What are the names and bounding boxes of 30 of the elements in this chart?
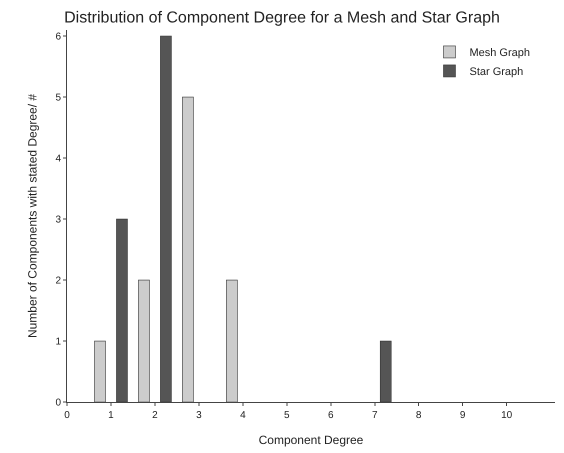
x-tick-label: 8 [416,410,422,421]
bar [94,340,106,402]
bar [116,218,128,402]
x-tick-label: 3 [196,410,202,421]
x-tick-label: 2 [152,410,158,421]
y-axis-title: Number of Components with stated Degree/ # [26,94,40,338]
legend-label: Mesh Graph [469,47,530,60]
x-tick-label: 7 [372,410,378,421]
bar [138,280,150,402]
y-tick-label: 5 [55,92,62,104]
x-axis-title: Component Degree [258,432,364,447]
x-tick-label: 10 [501,410,513,421]
y-tick-label: 0 [55,398,62,408]
y-tick-label: 2 [55,276,62,287]
x-tick-label: 1 [108,410,114,421]
legend-label: Star Graph [469,66,524,78]
x-tick-label: 0 [64,410,70,421]
x-tick-label: 4 [240,410,246,421]
y-tick-label: 4 [55,154,62,165]
y-tick-label: 1 [55,336,62,348]
bar [380,340,392,402]
x-tick-label: 6 [328,410,334,421]
bar [226,280,238,402]
bar [182,96,194,402]
y-tick-label: 6 [55,32,62,43]
y-tick-label: 3 [55,214,62,226]
x-tick-label: 9 [460,410,466,421]
x-tick-label: 5 [284,410,290,421]
bar [160,36,172,402]
chart-title: Distribution of Component Degree for a Mesh and Star Graph [64,10,500,27]
